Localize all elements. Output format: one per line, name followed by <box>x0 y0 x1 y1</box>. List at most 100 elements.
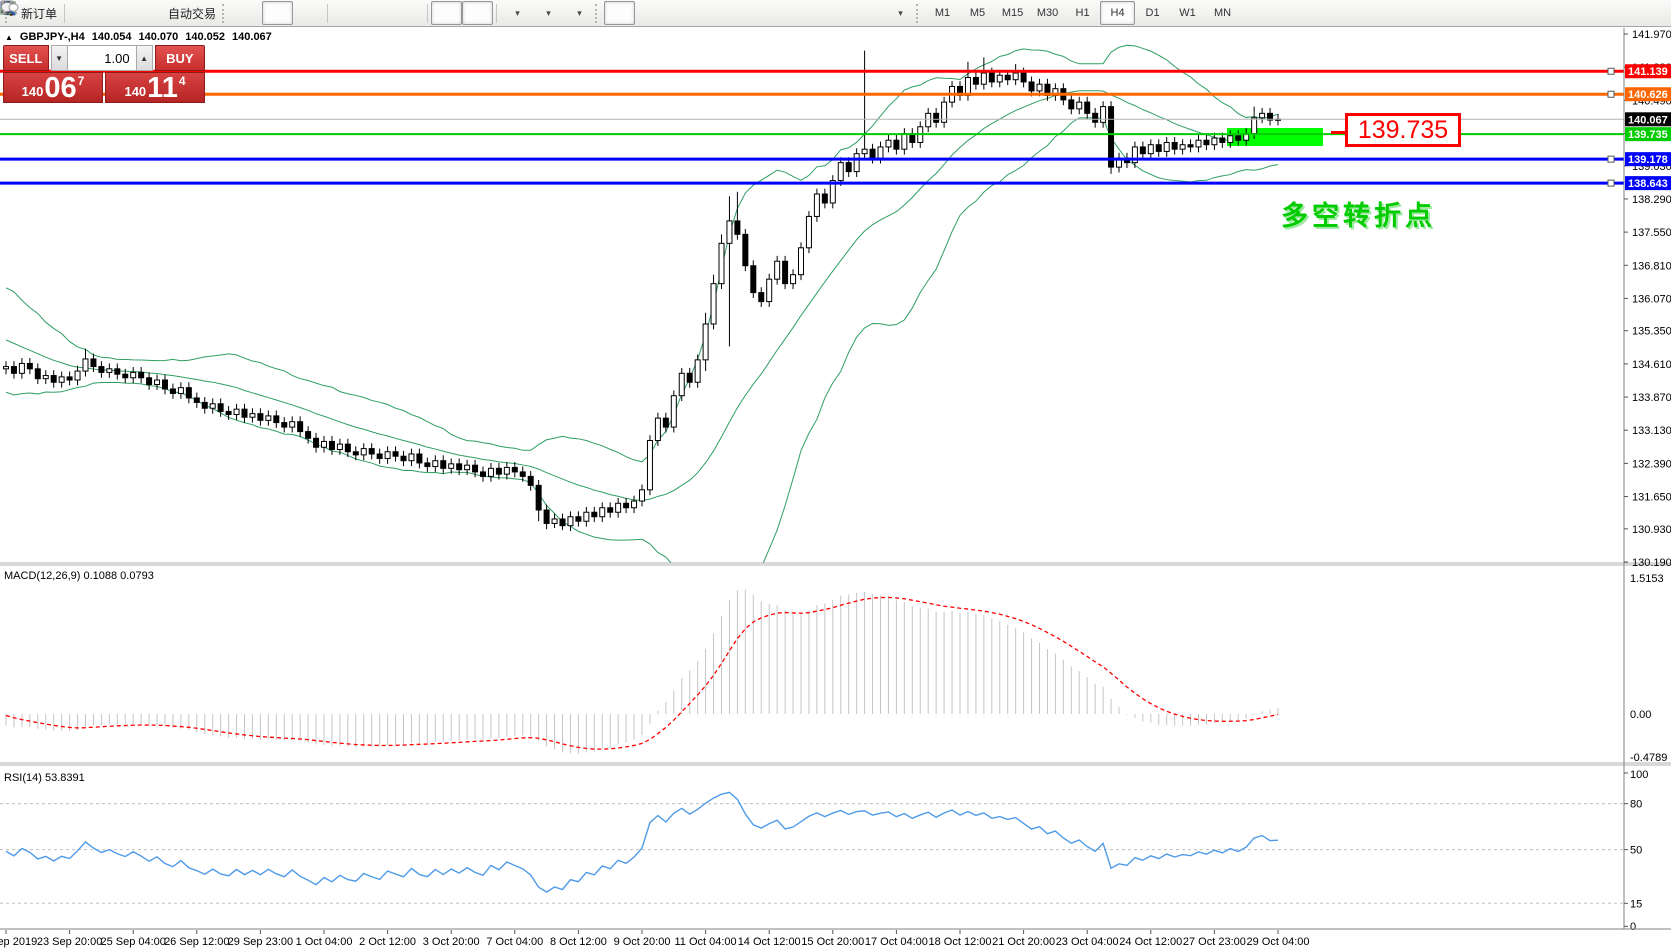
rsi-pane[interactable] <box>0 791 1624 904</box>
arrows-button[interactable]: ▾ <box>3 1 914 25</box>
indicators-button[interactable]: ▾ <box>1 0 531 25</box>
period-d1-button[interactable]: D1 <box>1145 7 1160 19</box>
line-handle[interactable] <box>1607 179 1615 187</box>
chart-candle-button[interactable] <box>2 1 294 25</box>
period-m15-button[interactable]: M15 <box>1001 7 1024 19</box>
volume-input[interactable]: 1.00 <box>67 45 136 71</box>
ohlc-close: 140.067 <box>232 31 272 43</box>
price-chart-pane[interactable] <box>0 44 1624 610</box>
ohlc-high: 140.070 <box>138 31 179 43</box>
svg-text:0: 0 <box>1630 921 1636 933</box>
period-m5-button[interactable]: M5 <box>969 7 986 19</box>
svg-text:29 Oct 04:00: 29 Oct 04:00 <box>1247 936 1310 948</box>
svg-text:137.550: 137.550 <box>1632 227 1671 239</box>
svg-text:134.610: 134.610 <box>1632 359 1671 371</box>
trendline-button[interactable] <box>1 1 759 25</box>
svg-text:130.190: 130.190 <box>1632 557 1671 569</box>
svg-text:141.139: 141.139 <box>1628 66 1668 78</box>
price-axis[interactable]: 141.970141.230140.490139.750139.030138.2… <box>1623 28 1671 933</box>
cursor-button[interactable] <box>4 1 636 25</box>
line-handle[interactable] <box>1607 155 1615 163</box>
price-callout-box[interactable]: 139.735 <box>1345 113 1461 147</box>
periods-button[interactable]: ▾ <box>1 1 562 25</box>
chart-bar-button[interactable] <box>2 1 262 25</box>
volume-increase-button[interactable]: ▲ <box>135 45 153 71</box>
channel-button[interactable]: E <box>0 1 790 25</box>
callout-tick-mark <box>1331 131 1345 134</box>
autotrading-button[interactable]: 自动交易 <box>1 0 220 25</box>
svg-text:7 Oct 04:00: 7 Oct 04:00 <box>486 936 543 948</box>
macd-pane[interactable] <box>5 589 1279 754</box>
signals-button[interactable] <box>0 0 161 25</box>
period-h4-button[interactable]: H4 <box>1100 1 1136 25</box>
period-m1-button[interactable]: M1 <box>934 7 951 19</box>
svg-text:0.00: 0.00 <box>1630 709 1651 721</box>
dropdown-arrow-icon[interactable]: ▾ <box>898 7 903 18</box>
autoscroll-button[interactable] <box>1 1 463 25</box>
line-handle[interactable] <box>1607 90 1615 98</box>
svg-text:140.626: 140.626 <box>1628 89 1668 101</box>
macd-label: MACD(12,26,9) 0.1088 0.0793 <box>4 570 154 582</box>
dropdown-arrow-icon[interactable]: ▾ <box>515 7 520 18</box>
sell-button[interactable]: SELL <box>3 45 49 71</box>
svg-text:18 Oct 12:00: 18 Oct 12:00 <box>929 936 992 948</box>
candles-layer <box>3 50 1281 532</box>
search-button[interactable] <box>1 1 1637 25</box>
annotation-note-text[interactable]: 多空转折点 <box>1281 201 1436 231</box>
chat-button[interactable] <box>1 1 1668 25</box>
volume-decrease-button[interactable]: ▼ <box>50 45 68 71</box>
sell-price-base: 140 <box>21 84 44 99</box>
toolbar-separator <box>496 3 498 23</box>
svg-text:15 Oct 20:00: 15 Oct 20:00 <box>801 936 864 948</box>
buy-price-button[interactable]: 140 11 4 <box>105 72 205 103</box>
buy-button[interactable]: BUY <box>154 45 205 71</box>
buy-price-main: 11 <box>147 72 178 104</box>
dropdown-arrow-icon[interactable]: ▾ <box>577 7 582 18</box>
period-h1-button[interactable]: H1 <box>1075 7 1090 19</box>
text-button[interactable]: A <box>4 1 852 25</box>
crosshair-button[interactable] <box>1 1 666 25</box>
svg-text:140.067: 140.067 <box>1628 114 1668 126</box>
sell-price-main: 06 <box>44 72 77 104</box>
one-click-trading-panel: SELL ▼ 1.00 ▲ BUY 140 06 7 140 11 4 <box>3 45 205 103</box>
label-button[interactable]: T <box>1 1 883 25</box>
hline-button[interactable] <box>2 1 728 25</box>
toolbar-separator <box>327 3 329 23</box>
svg-text:136.810: 136.810 <box>1632 260 1671 272</box>
svg-text:141.970: 141.970 <box>1632 29 1671 41</box>
metaeditor-button[interactable] <box>1 1 99 25</box>
sell-price-button[interactable]: 140 06 7 <box>3 72 103 103</box>
new-order-button[interactable]: 新订单 <box>1 0 61 25</box>
svg-text:9 Oct 20:00: 9 Oct 20:00 <box>614 936 671 948</box>
highlight-rectangle[interactable] <box>1227 128 1323 146</box>
zoom-out-button[interactable] <box>1 1 393 25</box>
line-handle[interactable] <box>1607 67 1615 75</box>
sell-price-pip: 7 <box>77 74 85 88</box>
svg-text:-0.4789: -0.4789 <box>1630 752 1667 764</box>
tile-windows-button[interactable] <box>0 1 424 25</box>
macd-signal-line <box>5 596 1279 750</box>
data-window-button[interactable] <box>1 1 130 25</box>
svg-text:26 Sep 12:00: 26 Sep 12:00 <box>164 936 229 948</box>
svg-text:80: 80 <box>1630 799 1642 811</box>
chart-shift-button[interactable] <box>1 1 494 25</box>
period-mn-button[interactable]: MN <box>1213 7 1232 19</box>
period-w1-button[interactable]: W1 <box>1179 7 1196 19</box>
svg-text:8 Oct 12:00: 8 Oct 12:00 <box>550 936 607 948</box>
templates-button[interactable]: ▾ <box>1 1 593 25</box>
fibo-button[interactable]: F <box>2 1 821 25</box>
dropdown-arrow-icon[interactable]: ▾ <box>546 7 551 18</box>
svg-text:14 Oct 12:00: 14 Oct 12:00 <box>738 936 801 948</box>
svg-text:21 Oct 20:00: 21 Oct 20:00 <box>992 936 1055 948</box>
chart-line-button[interactable] <box>0 1 324 25</box>
vline-button[interactable] <box>7 1 697 25</box>
collapse-panel-icon[interactable]: ▲ <box>5 32 13 42</box>
toolbar-grip <box>595 3 600 23</box>
zoom-in-button[interactable] <box>1 1 362 25</box>
svg-text:24 Oct 12:00: 24 Oct 12:00 <box>1119 936 1182 948</box>
period-m30-button[interactable]: M30 <box>1036 7 1059 19</box>
rsi-label: RSI(14) 53.8391 <box>4 772 85 784</box>
